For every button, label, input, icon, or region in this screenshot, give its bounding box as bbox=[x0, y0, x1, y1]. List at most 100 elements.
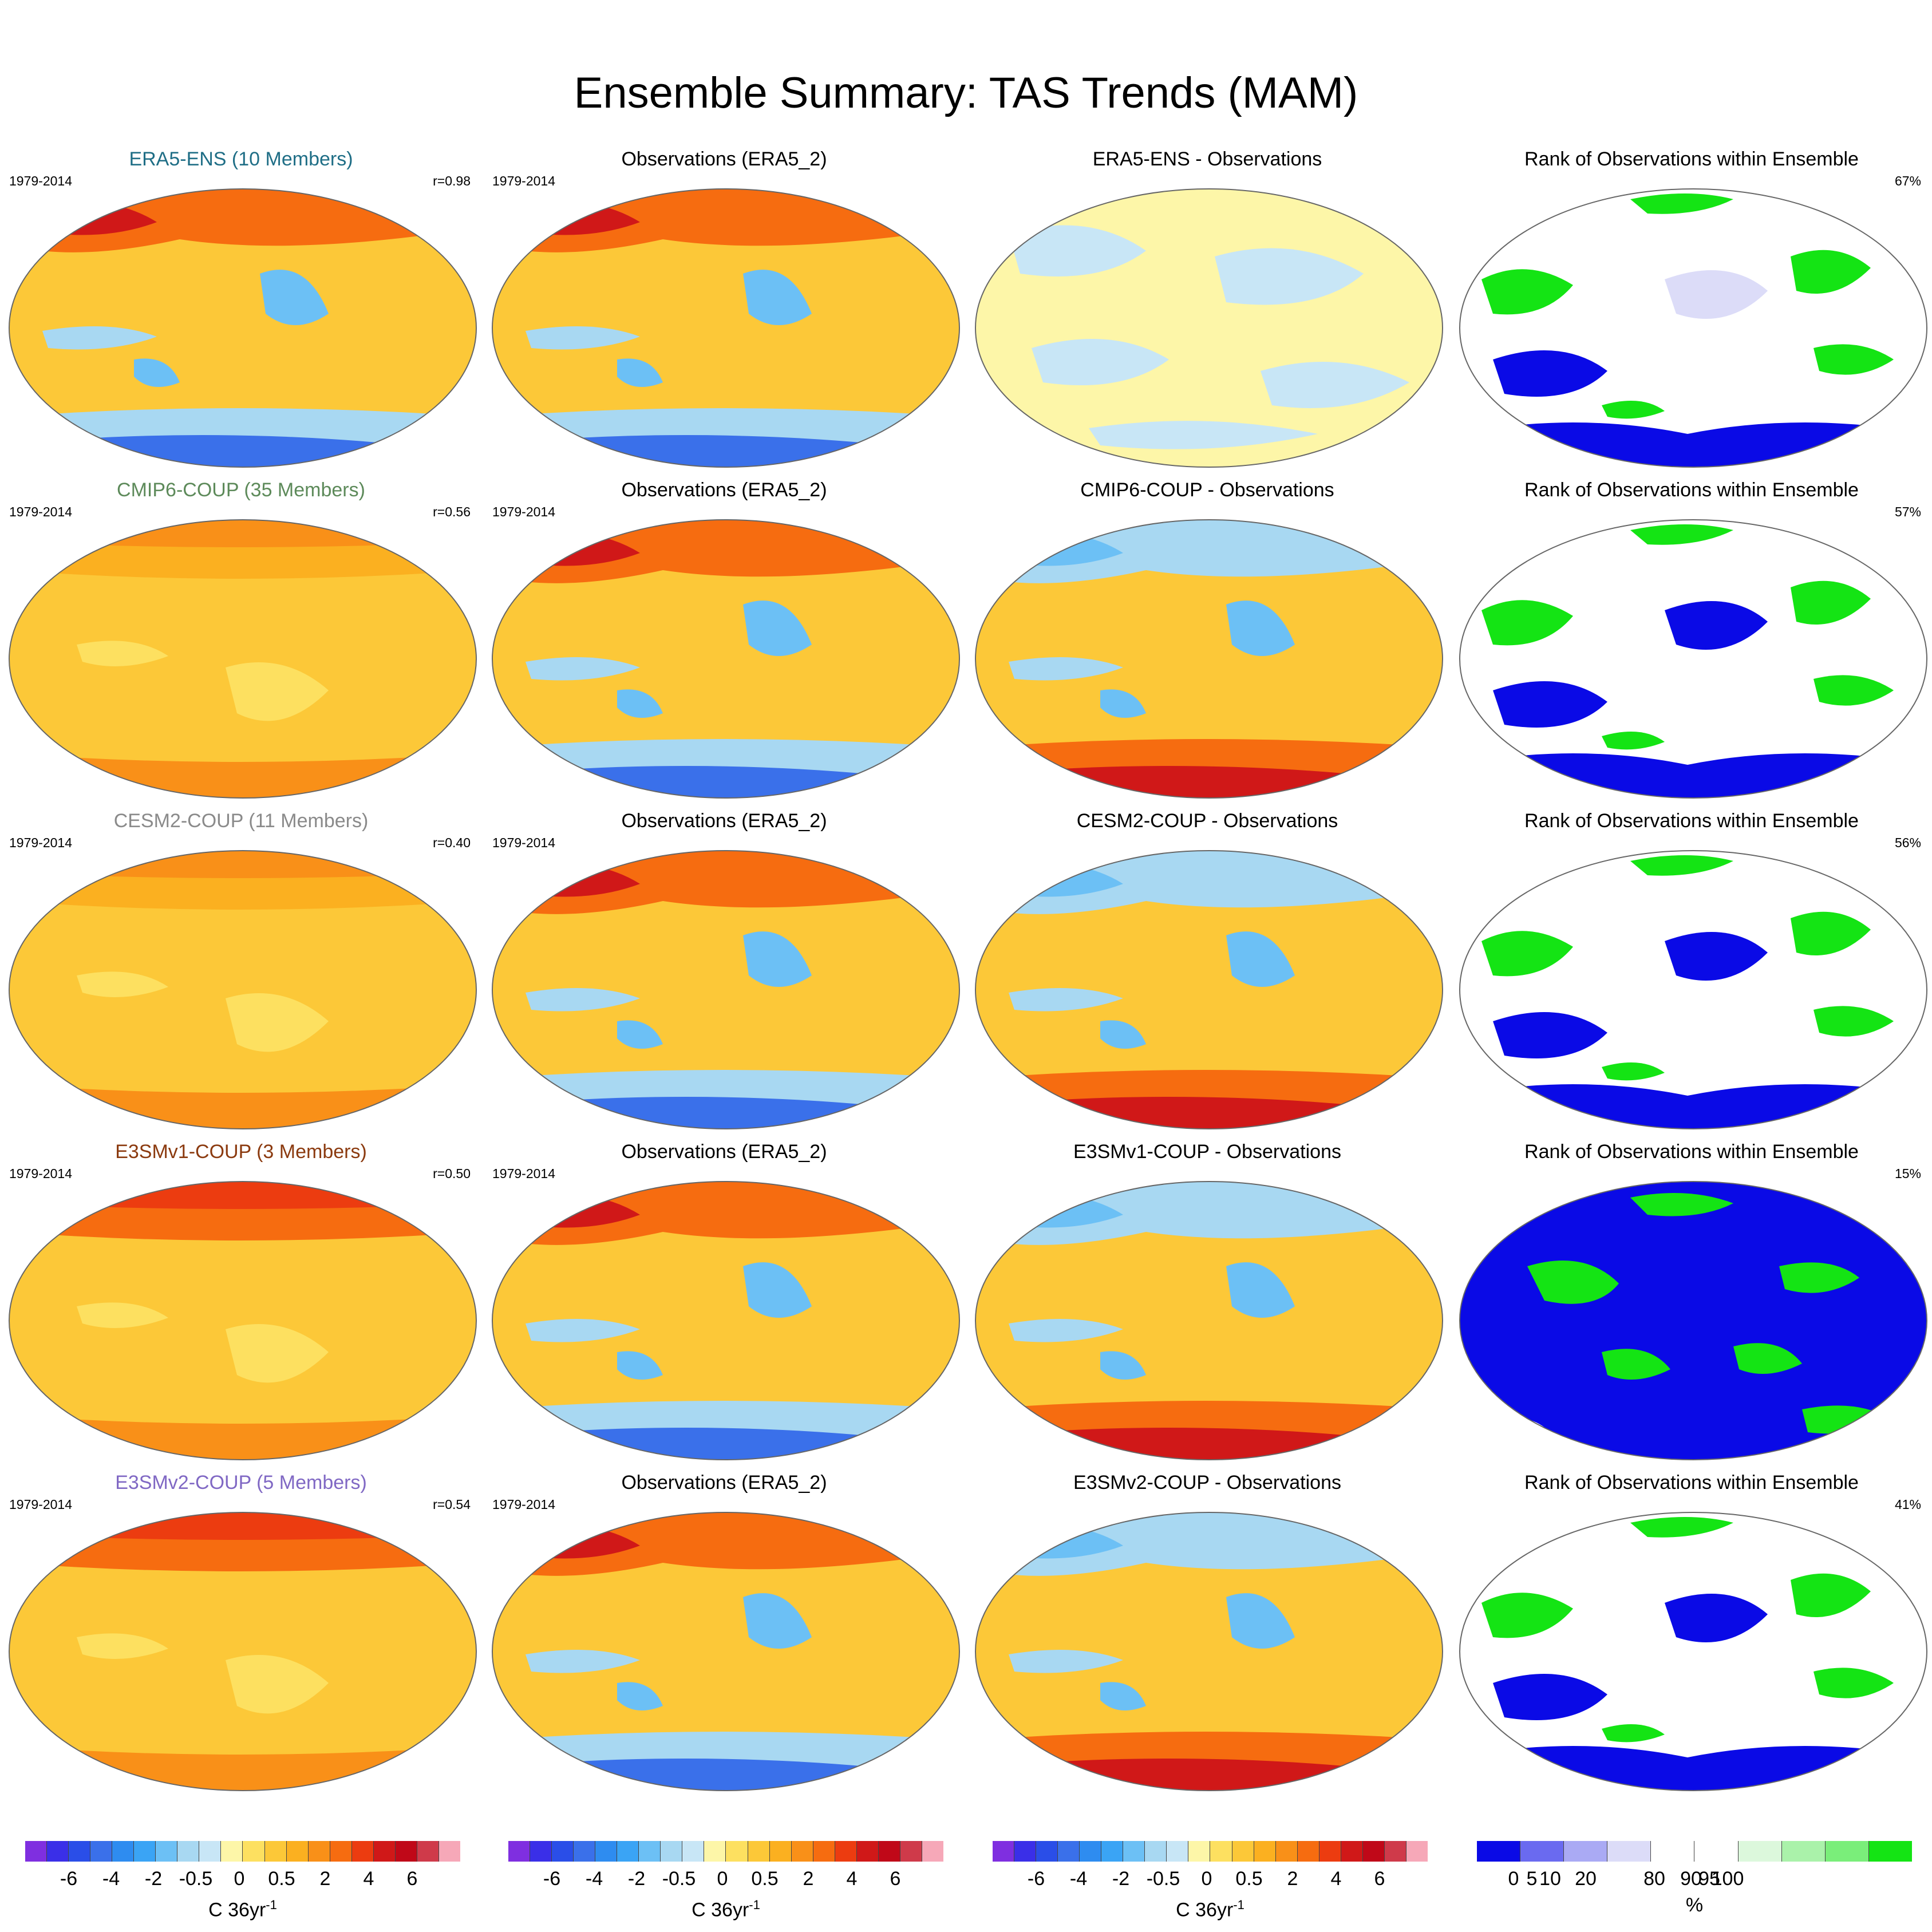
colorbar-swatch bbox=[704, 1841, 726, 1862]
colorbar-swatch bbox=[156, 1841, 178, 1862]
panel-title: Observations (ERA5_2) bbox=[621, 148, 827, 170]
colorbar-swatch bbox=[90, 1841, 113, 1862]
colorbar-swatch bbox=[1406, 1841, 1428, 1862]
colorbar-swatch bbox=[1145, 1841, 1167, 1862]
panel-title: Observations (ERA5_2) bbox=[621, 1141, 827, 1163]
period-label: 1979-2014 bbox=[492, 1497, 555, 1512]
panel-diff: CESM2-COUP - Observations bbox=[970, 809, 1445, 1130]
colorbar-swatch bbox=[69, 1841, 91, 1862]
colorbar-tick-label: -0.5 bbox=[1146, 1868, 1180, 1890]
panel-rank: Rank of Observations within Ensemble 67% bbox=[1454, 148, 1929, 468]
map-obs bbox=[491, 1511, 961, 1792]
figure-title: Ensemble Summary: TAS Trends (MAM) bbox=[574, 69, 1358, 117]
colorbar-ticks: 0 5 10 20 80 90 95 100 bbox=[1477, 1867, 1912, 1890]
map-model bbox=[8, 850, 477, 1130]
panel-title: CESM2-COUP (11 Members) bbox=[113, 810, 369, 832]
colorbar-swatch bbox=[264, 1841, 287, 1862]
map-diff bbox=[974, 188, 1444, 468]
colorbar-swatch bbox=[373, 1841, 396, 1862]
colorbar-swatch bbox=[1362, 1841, 1385, 1862]
colorbar-unit: C 36yr-1 bbox=[508, 1894, 943, 1921]
colorbar-swatch bbox=[1275, 1841, 1298, 1862]
period-label: 1979-2014 bbox=[492, 835, 555, 850]
panel-diff: E3SMv2-COUP - Observations bbox=[970, 1471, 1445, 1792]
correlation-label: r=0.54 bbox=[433, 1497, 471, 1512]
map-rank bbox=[1459, 850, 1928, 1130]
panel-model: CESM2-COUP (11 Members) 1979-2014 r=0.40 bbox=[3, 809, 479, 1130]
colorbar-swatch bbox=[791, 1841, 813, 1862]
panel-title: Rank of Observations within Ensemble bbox=[1524, 1141, 1859, 1163]
colorbar-unit-text: C 36yr bbox=[208, 1899, 266, 1921]
period-label: 1979-2014 bbox=[492, 1166, 555, 1181]
colorbar-swatch bbox=[1319, 1841, 1341, 1862]
colorbar-swatch bbox=[748, 1841, 770, 1862]
colorbar-swatch bbox=[112, 1841, 135, 1862]
colorbar-swatch bbox=[508, 1841, 531, 1862]
panel-rank: Rank of Observations within Ensemble 57% bbox=[1454, 479, 1929, 799]
colorbar-swatch bbox=[530, 1841, 552, 1862]
colorbar-swatch bbox=[835, 1841, 857, 1862]
colorbar-swatch bbox=[330, 1841, 352, 1862]
colorbar-tick-label: 10 bbox=[1539, 1868, 1561, 1890]
panel-title: CMIP6-COUP - Observations bbox=[1080, 479, 1334, 501]
panel-title: Observations (ERA5_2) bbox=[621, 810, 827, 832]
colorbar-swatch bbox=[221, 1841, 243, 1862]
period-label: 1979-2014 bbox=[9, 173, 72, 188]
colorbar-ticks: -6 -4 -2 -0.5 0 0.5 2 4 6 bbox=[993, 1867, 1428, 1890]
colorbar-unit: % bbox=[1477, 1894, 1912, 1917]
colorbar-swatch bbox=[1297, 1841, 1319, 1862]
colorbar-tick-label: 0 bbox=[717, 1868, 728, 1890]
panel-obs: Observations (ERA5_2) 1979-2014 bbox=[487, 1140, 962, 1461]
map-model bbox=[8, 188, 477, 468]
trend-colorbar: -6 -4 -2 -0.5 0 0.5 2 4 6 C 36yr-1 bbox=[25, 1841, 460, 1921]
map-rank bbox=[1459, 188, 1928, 468]
panel-rank: Rank of Observations within Ensemble 15% bbox=[1454, 1140, 1929, 1461]
colorbar-swatch bbox=[417, 1841, 439, 1862]
panel-title: E3SMv1-COUP - Observations bbox=[1073, 1141, 1341, 1163]
colorbar-swatch bbox=[595, 1841, 618, 1862]
panel-title: E3SMv2-COUP (5 Members) bbox=[115, 1472, 367, 1494]
colorbar-tick-label: 100 bbox=[1711, 1868, 1744, 1890]
panel-title: E3SMv2-COUP - Observations bbox=[1073, 1472, 1341, 1494]
colorbar-tick-label: 5 bbox=[1526, 1868, 1538, 1890]
rank-percent: 41% bbox=[1894, 1497, 1921, 1512]
colorbar-unit-text: C 36yr bbox=[1176, 1899, 1234, 1921]
colorbar-swatch bbox=[1014, 1841, 1037, 1862]
panel-obs: Observations (ERA5_2) 1979-2014 bbox=[487, 479, 962, 799]
colorbar-tick-label: 90 bbox=[1680, 1868, 1702, 1890]
colorbar-swatch bbox=[1781, 1841, 1826, 1862]
colorbar-tick-label: 6 bbox=[890, 1868, 901, 1890]
colorbar-unit-text: % bbox=[1685, 1894, 1704, 1916]
panel-title: Rank of Observations within Ensemble bbox=[1524, 810, 1859, 832]
colorbar-swatch bbox=[1167, 1841, 1189, 1862]
colorbar-swatch bbox=[286, 1841, 309, 1862]
colorbar-swatch bbox=[922, 1841, 943, 1862]
panel-title: Observations (ERA5_2) bbox=[621, 1472, 827, 1494]
colorbar-swatch bbox=[1210, 1841, 1232, 1862]
panel-title: CMIP6-COUP (35 Members) bbox=[117, 479, 365, 501]
period-label: 1979-2014 bbox=[9, 504, 72, 519]
colorbar-swatch bbox=[25, 1841, 48, 1862]
map-rank bbox=[1459, 1511, 1928, 1792]
panel-title: ERA5-ENS (10 Members) bbox=[129, 148, 353, 170]
panel-title: ERA5-ENS - Observations bbox=[1092, 148, 1322, 170]
period-label: 1979-2014 bbox=[492, 504, 555, 519]
colorbar-swatch bbox=[177, 1841, 200, 1862]
colorbar-swatch bbox=[1188, 1841, 1211, 1862]
panel-obs: Observations (ERA5_2) 1979-2014 bbox=[487, 809, 962, 1130]
panel-model: CMIP6-COUP (35 Members) 1979-2014 r=0.56 bbox=[3, 479, 479, 799]
colorbar-tick-label: 0.5 bbox=[268, 1868, 295, 1890]
colorbar-swatch bbox=[1384, 1841, 1406, 1862]
period-label: 1979-2014 bbox=[9, 1497, 72, 1512]
period-label: 1979-2014 bbox=[9, 835, 72, 850]
colorbar-tick-label: -2 bbox=[1112, 1868, 1130, 1890]
colorbar-swatch bbox=[134, 1841, 156, 1862]
colorbar-swatch bbox=[351, 1841, 374, 1862]
colorbar-swatch bbox=[1232, 1841, 1254, 1862]
rank-percent: 56% bbox=[1894, 835, 1921, 850]
map-rank bbox=[1459, 519, 1928, 799]
colorbar-unit-exponent: -1 bbox=[1233, 1898, 1244, 1912]
panel-model: E3SMv2-COUP (5 Members) 1979-2014 r=0.54 bbox=[3, 1471, 479, 1792]
colorbar-ticks: -6 -4 -2 -0.5 0 0.5 2 4 6 bbox=[25, 1867, 460, 1890]
colorbar-tick-label: -6 bbox=[543, 1868, 561, 1890]
